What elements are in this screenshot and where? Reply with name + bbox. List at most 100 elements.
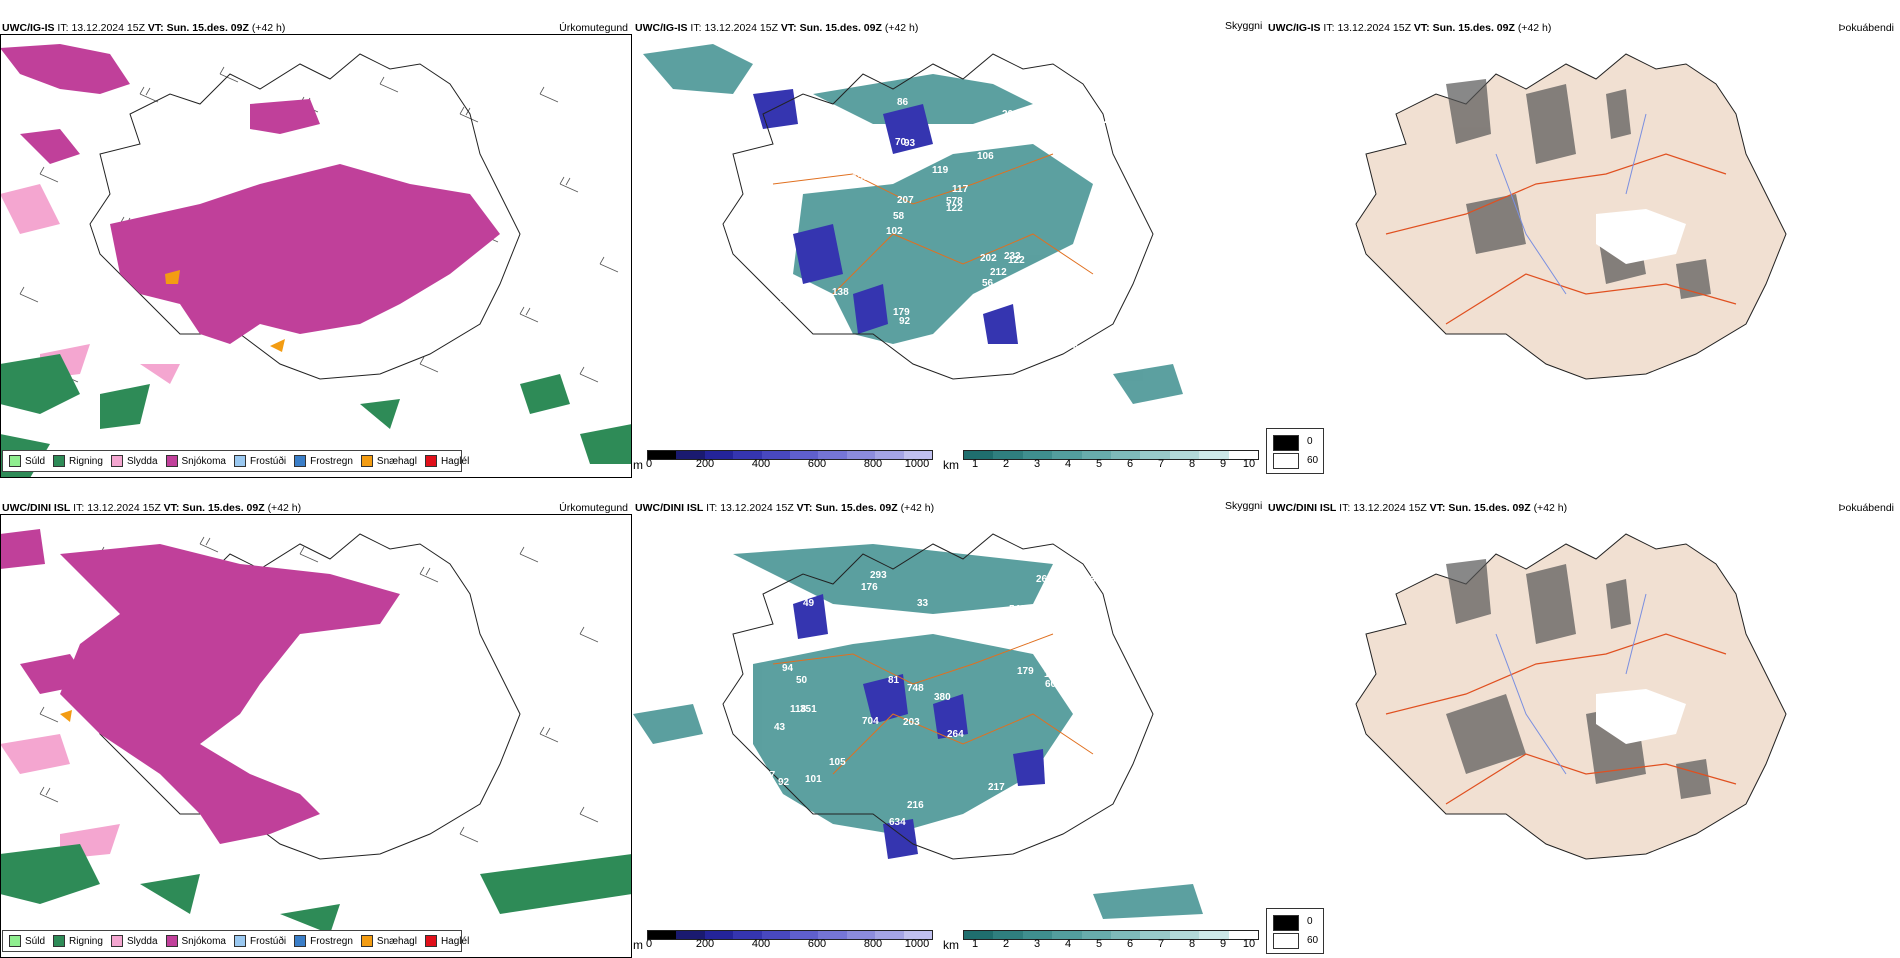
colorbar-tick: 10 [1242,458,1256,470]
vt-value: Sun. 15.des. 09Z [1448,502,1531,514]
it-value: 13.12.2024 15Z [87,502,161,514]
visibility-value-label: 686 [1058,146,1075,157]
visibility-value-label: 200 [1002,109,1019,120]
precip-graupel [165,270,285,352]
visibility-value-label: 98 [961,843,973,854]
visibility-value-label: 105 [829,757,846,768]
fog-index-dark [1446,559,1711,799]
visibility-value-label: 170 [921,831,938,842]
colorbar-segment [790,931,819,939]
visibility-value-label: 56 [982,278,994,289]
model-name: UWC/DINI ISL [635,502,704,514]
it-label: IT: [73,502,85,514]
visibility-value-label: 267 [778,196,795,207]
land-mask [1355,533,1787,860]
colorbar-tick: 1 [971,458,979,470]
visibility-value-label: 351 [800,704,817,715]
model-name: UWC/IG-IS [2,22,55,34]
visibility-value-label: 86 [897,97,909,108]
colorbar-tick: 1000 [904,458,930,470]
panel-visibility-bottom: UWC/DINI ISL IT: 13.12.2024 15Z VT: Sun.… [633,492,1265,958]
fog-legend-swatch-high [1273,435,1299,451]
colorbar-tick: 9 [1219,938,1227,950]
visibility-value-label: 420 [952,844,969,855]
visibility-value-label: 63 [796,362,808,373]
precip-legend: Súld Rigning Slydda Snjókoma Frostúði Fr… [2,450,469,472]
visibility-value-label: 94 [1079,163,1091,174]
low-visibility-area [633,544,1203,919]
colorbar-segment [1169,451,1200,459]
visibility-value-label: 117 [952,184,969,195]
visibility-value-label: 510 [1054,799,1071,810]
colorbar-segment [1052,931,1082,939]
very-low-visibility-area [793,594,1045,859]
visibility-value-label: 176 [861,582,878,593]
fog-legend-swatch-low [1273,933,1299,949]
visibility-value-label: 541 [1098,173,1115,184]
visibility-value-label: 159 [852,172,869,183]
visibility-value-label: 179 [1017,666,1034,677]
visibility-value-label: 312 [1055,812,1072,823]
visibility-value-label: 93 [904,138,916,149]
visibility-value-label: 207 [897,195,914,206]
vt-label: VT: [796,502,813,514]
colorbar-segment [875,931,904,939]
visibility-value-label: 293 [870,570,887,581]
colorbar-unit: km [943,938,959,952]
colorbar-meters: m 0 200 400 600 800 1000 [633,928,933,954]
legend-item: Súld [9,935,45,947]
road-network [1385,153,1737,325]
visibility-value-label: 45 [1044,343,1056,354]
colorbar-tick: 9 [1219,458,1227,470]
colorbar-segment [648,931,677,939]
visibility-map: 293 548 458 203 264 351 150 193 43 171 380 134 176 70… [633,533,1203,919]
legend-label: Rigning [69,935,103,947]
visibility-value-label: 122 [1008,255,1025,266]
colorbar-tick: 5 [1095,938,1103,950]
vt-value: Sun. 15.des. 09Z [1432,22,1515,34]
visibility-value-label: 150 [772,612,789,623]
visibility-value-label: 81 [888,675,900,686]
it-label: IT: [1339,502,1351,514]
low-visibility-area [643,44,1183,404]
visibility-value-label: 458 [1102,683,1119,694]
visibility-value-label: 183 [764,358,781,369]
legend-item: Snæhagl [360,935,417,947]
colorbar-unit: km [943,458,959,472]
legend-item: Frostúði [233,455,286,467]
visibility-value-label: 380 [934,692,951,703]
colorbar-segment [1111,931,1141,939]
colorbar-segment [1022,931,1053,939]
fog-legend-label: 60 [1307,455,1319,466]
field-title: Skyggni [1225,500,1263,512]
colorbar-segment [761,451,791,459]
panel-fog-top: UWC/IG-IS IT: 13.12.2024 15Z VT: Sun. 15… [1266,12,1898,478]
legend-item: Frostúði [233,935,286,947]
colorbar-segment [818,451,847,459]
panel-precip-type-bottom: UWC/DINI ISL IT: 13.12.2024 15Z VT: Sun.… [0,492,632,958]
colorbar-segment [704,931,734,939]
colorbar-tick: 3 [1033,938,1041,950]
field-title: Þokuábendi [1838,502,1894,514]
lead-time: (+42 h) [251,22,286,34]
colorbar-tick: 600 [807,458,827,470]
visibility-value-label: 120 [821,320,838,331]
visibility-value-label: 275 [867,844,884,855]
fog-legend-swatch-high [1273,915,1299,931]
visibility-value-label: 70 [895,137,907,148]
visibility-value-label: 50 [796,675,808,686]
colorbar-segment [676,451,705,459]
legend-label: Slydda [126,935,158,947]
colorbar-tick: 10 [1242,938,1256,950]
vt-label: VT: [147,22,164,34]
visibility-value-label: 432 [1073,681,1090,692]
legend-item: Frostregn [294,935,353,947]
legend-item: Slydda [110,935,158,947]
visibility-value-label: 334 [1079,125,1096,136]
fog-map [1355,53,1787,380]
precip-snow [0,529,400,844]
fog-legend-label: 60 [1307,935,1319,946]
colorbar-tick: 7 [1157,458,1165,470]
vt-value: Sun. 15.des. 09Z [799,22,882,34]
